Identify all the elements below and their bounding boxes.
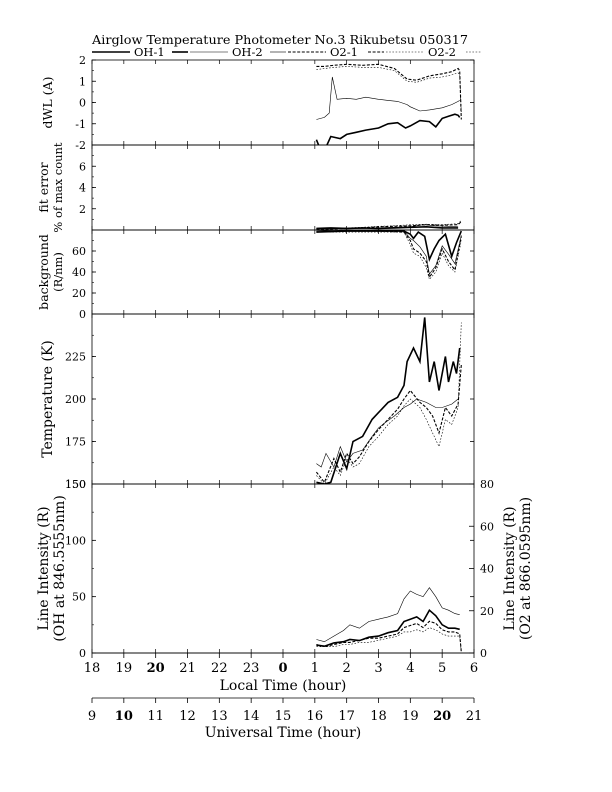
legend-label-oh-1: OH-1 bbox=[134, 45, 165, 59]
y-tick-label: 100 bbox=[65, 534, 86, 547]
universal-time-tick-label: 21 bbox=[466, 709, 483, 724]
universal-time-tick-label: 18 bbox=[370, 709, 387, 724]
y-axis-sublabel: % of max count bbox=[51, 142, 65, 232]
y-right-tick-label: 80 bbox=[480, 478, 494, 491]
y-right-tick-label: 60 bbox=[480, 520, 494, 533]
y-right-tick-label: 20 bbox=[480, 605, 494, 618]
legend-label-oh-2: OH-2 bbox=[232, 45, 263, 59]
universal-time-tick-label: 10 bbox=[115, 709, 133, 724]
legend-label-o2-2: O2-2 bbox=[428, 45, 456, 59]
y-tick-label: 50 bbox=[72, 591, 86, 604]
y-tick-label: 175 bbox=[65, 436, 86, 449]
universal-time-tick-label: 19 bbox=[402, 709, 419, 724]
series-o2-1 bbox=[316, 221, 462, 230]
y-tick-label: 0 bbox=[79, 308, 86, 321]
local-time-tick-label: 0 bbox=[278, 661, 287, 676]
local-time-tick-label: 23 bbox=[243, 661, 260, 676]
local-time-axis-title: Local Time (hour) bbox=[220, 678, 347, 694]
y-tick-label: 20 bbox=[72, 287, 86, 300]
y-axis-label: background bbox=[36, 234, 51, 310]
series-oh-1 bbox=[316, 608, 460, 648]
y-tick-label: 200 bbox=[65, 393, 86, 406]
panel-3: 60 40 20 0 background (R/nm) bbox=[36, 229, 475, 321]
y-tick-label: 150 bbox=[65, 478, 86, 491]
local-time-tick-label: 18 bbox=[84, 661, 101, 676]
plot-panels: 2 1 0 -1 -2 dWL (A) 6 4 2 fit error% of max count… bbox=[36, 54, 534, 660]
y-tick-label: 225 bbox=[65, 351, 86, 364]
universal-time-axis-title: Universal Time (hour) bbox=[205, 725, 362, 741]
local-time-tick-label: 4 bbox=[406, 661, 414, 676]
local-time-tick-label: 3 bbox=[374, 661, 382, 676]
universal-time-tick-label: 17 bbox=[338, 709, 355, 724]
y-right-tick-label: 40 bbox=[480, 563, 494, 576]
y-axis-label: fit error bbox=[36, 162, 51, 212]
y-axis-sublabel: (OH at 846.5555nm) bbox=[52, 495, 68, 642]
series-o2-1 bbox=[316, 230, 462, 279]
y-tick-label: -2 bbox=[75, 139, 86, 152]
series-oh-2 bbox=[316, 76, 460, 120]
y-tick-label: -1 bbox=[75, 118, 86, 131]
panel-4: 225 200 175 150 Temperature (K) bbox=[40, 313, 475, 491]
universal-time-tick-label: 15 bbox=[275, 709, 292, 724]
legend: OH-1 OH-2 O2-1 O2-2 bbox=[92, 45, 482, 59]
legend-label-o2-1: O2-1 bbox=[330, 45, 358, 59]
universal-time-tick-label: 9 bbox=[88, 709, 96, 724]
panel-1: 2 1 0 -1 -2 dWL (A) bbox=[40, 54, 475, 152]
series-oh-2 bbox=[316, 398, 459, 468]
y-tick-label: 0 bbox=[79, 647, 86, 660]
y-tick-label: 4 bbox=[79, 182, 86, 195]
series-o2-1 bbox=[315, 364, 462, 484]
universal-time-tick-label: 20 bbox=[433, 709, 451, 724]
local-time-tick-label: 19 bbox=[116, 661, 133, 676]
y-axis-label: Line Intensity (R) bbox=[36, 506, 52, 630]
series-oh-1 bbox=[316, 317, 461, 484]
series-o2-2 bbox=[316, 66, 462, 114]
series-o2-2 bbox=[316, 220, 462, 229]
y-tick-label: 150 bbox=[65, 478, 86, 491]
y-tick-label: 1 bbox=[79, 75, 86, 88]
series-o2-1 bbox=[316, 620, 462, 652]
series-oh-2 bbox=[316, 587, 460, 643]
series-oh-2 bbox=[316, 230, 462, 275]
y-tick-label: 0 bbox=[79, 97, 86, 110]
universal-time-tick-label: 14 bbox=[243, 709, 260, 724]
chart-title: Airglow Temperature Photometer No.3 Riku… bbox=[91, 32, 468, 47]
y-right-axis-label: Line Intensity (R) bbox=[502, 506, 518, 630]
local-time-tick-label: 6 bbox=[470, 661, 478, 676]
series-o2-1 bbox=[316, 63, 462, 120]
panel-frame bbox=[91, 229, 475, 315]
y-right-axis-sublabel: (O2 at 866.0595nm) bbox=[518, 497, 534, 640]
y-tick-label: 40 bbox=[72, 266, 86, 279]
local-time-tick-label: 21 bbox=[179, 661, 196, 676]
panel-frame bbox=[91, 483, 475, 654]
y-tick-label: 2 bbox=[79, 54, 86, 67]
series-o2-2 bbox=[316, 627, 462, 652]
universal-time-tick-label: 16 bbox=[307, 709, 324, 724]
y-tick-label: 60 bbox=[72, 245, 86, 258]
series-oh-1 bbox=[315, 113, 461, 145]
universal-time-tick-label: 11 bbox=[147, 709, 164, 724]
local-time-tick-label: 1 bbox=[311, 661, 319, 676]
local-time-tick-label: 2 bbox=[343, 661, 351, 676]
local-time-tick-label: 5 bbox=[438, 661, 446, 676]
universal-time-tick-label: 12 bbox=[179, 709, 196, 724]
y-axis-label: dWL (A) bbox=[40, 77, 55, 129]
y-tick-label: 2 bbox=[79, 203, 86, 216]
series-oh-1 bbox=[316, 225, 459, 230]
panel-frame bbox=[91, 144, 475, 231]
universal-time-tick-label: 13 bbox=[211, 709, 228, 724]
y-axis-label: Temperature (K) bbox=[40, 340, 56, 458]
local-time-tick-label: 20 bbox=[147, 661, 165, 676]
local-time-tick-label: 22 bbox=[211, 661, 228, 676]
y-right-tick-label: 0 bbox=[480, 647, 487, 660]
y-tick-label: 6 bbox=[79, 160, 86, 173]
panel-frame bbox=[91, 59, 475, 146]
panel-2: 6 4 2 fit error% of max count bbox=[36, 142, 475, 233]
y-axis-sublabel: (R/nm) bbox=[51, 252, 65, 292]
